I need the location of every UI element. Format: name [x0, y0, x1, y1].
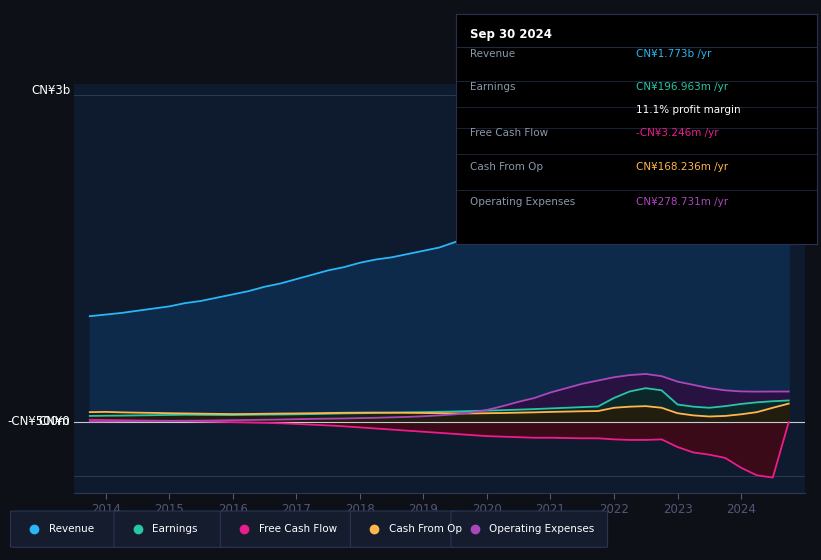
Text: CN¥1.773b /yr: CN¥1.773b /yr: [636, 49, 712, 59]
FancyBboxPatch shape: [351, 511, 456, 547]
Text: CN¥168.236m /yr: CN¥168.236m /yr: [636, 162, 728, 172]
FancyBboxPatch shape: [114, 511, 227, 547]
Text: CN¥196.963m /yr: CN¥196.963m /yr: [636, 82, 728, 92]
Text: Free Cash Flow: Free Cash Flow: [470, 128, 548, 138]
FancyBboxPatch shape: [451, 511, 608, 547]
Text: -CN¥3.246m /yr: -CN¥3.246m /yr: [636, 128, 719, 138]
Text: Cash From Op: Cash From Op: [389, 524, 462, 534]
FancyBboxPatch shape: [11, 511, 120, 547]
Text: Free Cash Flow: Free Cash Flow: [259, 524, 337, 534]
Text: Sep 30 2024: Sep 30 2024: [470, 28, 552, 41]
Text: Earnings: Earnings: [153, 524, 198, 534]
Text: Operating Expenses: Operating Expenses: [470, 197, 576, 207]
Text: 11.1% profit margin: 11.1% profit margin: [636, 105, 741, 115]
Text: Earnings: Earnings: [470, 82, 516, 92]
Text: Operating Expenses: Operating Expenses: [489, 524, 594, 534]
Text: Revenue: Revenue: [470, 49, 516, 59]
Text: -CN¥500m: -CN¥500m: [8, 415, 71, 428]
Text: Revenue: Revenue: [49, 524, 94, 534]
FancyBboxPatch shape: [220, 511, 356, 547]
Text: CN¥3b: CN¥3b: [31, 84, 71, 97]
Text: CN¥0: CN¥0: [39, 416, 71, 428]
Text: CN¥278.731m /yr: CN¥278.731m /yr: [636, 197, 728, 207]
Text: Cash From Op: Cash From Op: [470, 162, 544, 172]
